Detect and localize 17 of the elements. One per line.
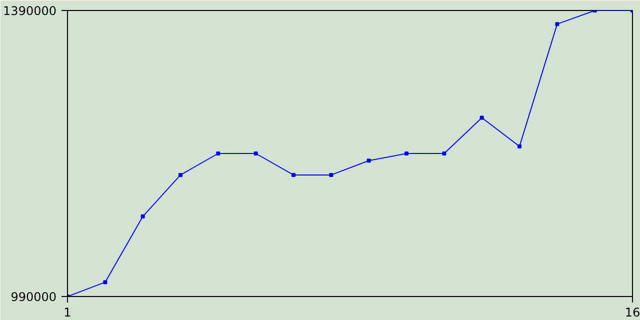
point — [329, 172, 334, 177]
point — [518, 144, 522, 148]
x-tick-label: 16 — [624, 306, 640, 320]
point — [555, 22, 560, 26]
x-tick-label: 1 — [64, 306, 72, 320]
point — [404, 152, 408, 156]
point — [216, 152, 220, 156]
point — [254, 152, 258, 156]
y-tick-label: 990000 — [10, 290, 57, 304]
point — [140, 214, 145, 218]
point — [442, 152, 446, 156]
point — [480, 116, 484, 120]
y-tick-label: 1390000 — [3, 4, 57, 18]
point — [366, 158, 371, 163]
point — [103, 280, 108, 284]
point — [292, 172, 296, 177]
point — [178, 172, 182, 177]
